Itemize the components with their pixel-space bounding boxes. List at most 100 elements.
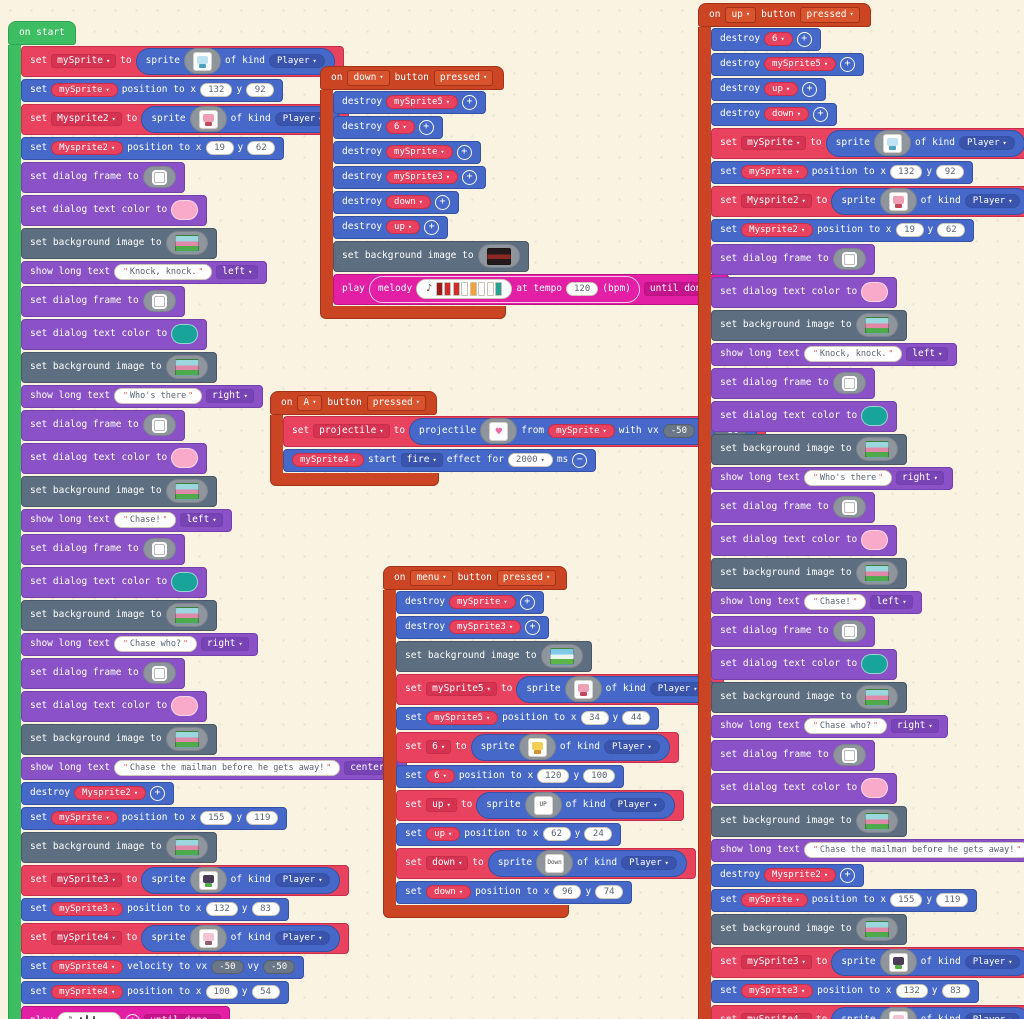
sprite-image-slot[interactable]: UP (524, 792, 562, 818)
y-pill[interactable]: 119 (936, 893, 969, 907)
variable-dropdown[interactable]: 6 ▾ (764, 32, 793, 46)
y-pill[interactable]: 100 (583, 769, 616, 783)
x-pill[interactable]: 120 (537, 769, 570, 783)
background-image-slot[interactable] (165, 603, 208, 627)
expand-plus-icon[interactable]: + (840, 56, 856, 72)
block-set-projectile[interactable]: set projectile ▾ to projectile ♥ from mySprite ▾… (283, 415, 766, 447)
block-set-dialog-text-color[interactable]: set dialog text color to (21, 318, 208, 350)
tempo-pill[interactable]: 120 (566, 282, 599, 296)
long-text-value[interactable]: " Knock, knock. " (804, 346, 903, 362)
collapse-minus-icon[interactable]: − (572, 452, 588, 468)
y-pill[interactable]: 44 (622, 711, 651, 725)
x-pill[interactable]: 132 (895, 984, 928, 998)
stack-foot[interactable] (320, 305, 506, 319)
stack-spine[interactable] (383, 589, 396, 905)
background-image-slot[interactable] (855, 917, 898, 941)
block-set-dialog-frame[interactable]: set dialog frame to (711, 491, 875, 523)
block-destroy-sprite[interactable]: destroy mySprite ▾ + (333, 140, 481, 164)
variable-dropdown[interactable]: mySprite ▾ (741, 893, 808, 907)
long-text-value[interactable]: " Chase the mailman before he gets away! " (114, 760, 341, 776)
block-set-dialog-frame[interactable]: set dialog frame to (711, 243, 875, 275)
alignment-dropdown[interactable]: left ▾ (906, 346, 949, 362)
pressed-dropdown[interactable]: pressed ▾ (433, 69, 494, 86)
block-show-long-text[interactable]: show long text " Chase! " left ▾ (711, 590, 922, 614)
variable-dropdown[interactable]: mySprite3 ▾ (741, 954, 812, 970)
projectile-image-slot[interactable]: ♥ (480, 418, 518, 444)
block-set-dialog-text-color[interactable]: set dialog text color to (21, 442, 208, 474)
long-text-value[interactable]: " Chase the mailman before he gets away! " (804, 842, 1024, 858)
block-set-background-image[interactable]: set background image to (333, 240, 529, 272)
block-set-position[interactable]: set mySprite ▾ position to x 155 y 119 (711, 888, 978, 912)
block-set-position[interactable]: set Mysprite2 ▾ position to x 19 y 62 (21, 136, 285, 160)
expand-plus-icon[interactable]: + (796, 31, 812, 47)
alignment-dropdown[interactable]: left ▾ (216, 264, 259, 280)
alignment-dropdown[interactable]: right ▾ (200, 636, 249, 652)
variable-dropdown[interactable]: mySprite5 ▾ (426, 711, 499, 725)
alignment-dropdown[interactable]: right ▾ (896, 470, 944, 486)
background-image-slot[interactable] (855, 561, 898, 585)
block-set-background-image[interactable]: set background image to (21, 831, 217, 863)
block-set-position[interactable]: set mySprite ▾ position to x 155 y 119 (21, 806, 288, 830)
block-destroy-sprite[interactable]: destroy up ▾ + (333, 215, 449, 239)
block-destroy-sprite[interactable]: destroy mySprite5 ▾ + (711, 52, 865, 76)
color-swatch[interactable] (171, 696, 199, 716)
variable-dropdown[interactable]: up ▾ (764, 82, 799, 96)
y-pill[interactable]: 62 (937, 223, 966, 237)
on-down-button-pressed[interactable]: on down ▾ button pressed ▾ destroy mySprite5 ▾ + d… (320, 65, 730, 319)
y-pill[interactable]: 74 (595, 885, 624, 899)
color-swatch[interactable] (171, 448, 199, 468)
block-destroy-sprite[interactable]: destroy 6 ▾ + (711, 27, 821, 51)
block-set-background-image[interactable]: set background image to (21, 351, 217, 383)
expand-plus-icon[interactable]: + (519, 594, 535, 610)
frame-image-slot[interactable] (832, 496, 866, 518)
block-set-velocity[interactable]: set mySprite4 ▾ velocity to vx -50 vy -50 (21, 955, 305, 979)
event-hat[interactable]: on A ▾ button pressed ▾ (270, 390, 437, 415)
long-text-value[interactable]: " Chase who? " (114, 636, 197, 652)
button-dropdown[interactable]: down ▾ (347, 69, 390, 86)
variable-dropdown[interactable]: mySprite5 ▾ (386, 95, 459, 109)
block-destroy-sprite[interactable]: destroy mySprite3 ▾ + (333, 165, 487, 189)
variable-dropdown[interactable]: up ▾ (386, 220, 421, 234)
variable-dropdown[interactable]: Mysprite2 ▾ (74, 786, 147, 800)
y-pill[interactable]: 62 (247, 141, 276, 155)
block-set-dialog-frame[interactable]: set dialog frame to (711, 739, 875, 771)
variable-dropdown[interactable]: Mysprite2 ▾ (51, 141, 124, 155)
block-show-long-text[interactable]: show long text " Chase who? " right ▾ (21, 632, 258, 656)
variable-dropdown[interactable]: up ▾ (426, 827, 461, 841)
color-swatch[interactable] (171, 324, 199, 344)
block-destroy-sprite[interactable]: destroy mySprite ▾ + (396, 590, 544, 614)
frame-image-slot[interactable] (142, 662, 176, 684)
variable-dropdown[interactable]: mySprite4▾ (741, 1012, 812, 1019)
kind-dropdown[interactable]: Player▾ (609, 798, 666, 812)
block-destroy-sprite[interactable]: destroy 6 ▾ + (333, 115, 443, 139)
block-set-dialog-frame[interactable]: set dialog frame to (711, 615, 875, 647)
expand-plus-icon[interactable]: + (462, 94, 478, 110)
stack-spine[interactable] (270, 414, 283, 473)
block-set-position[interactable]: set mySprite3 ▾ position to x 132 y 83 (21, 897, 289, 921)
block-set-position[interactable]: set mySprite4 ▾ position to x 100 y 54 (21, 980, 289, 1004)
long-text-value[interactable]: " Knock, knock. " (114, 264, 213, 280)
melody-group[interactable]: melody ♪ at tempo 120 (bpm) (368, 275, 640, 303)
variable-dropdown[interactable]: 6 ▾ (426, 769, 455, 783)
variable-dropdown[interactable]: mySprite ▾ (51, 53, 117, 69)
sprite-reporter[interactable]: sprite Down of kind Player ▾ (487, 849, 687, 877)
sprite-image-slot[interactable] (189, 867, 227, 893)
x-pill[interactable]: 96 (553, 885, 582, 899)
pressed-dropdown[interactable]: pressed ▾ (496, 569, 557, 586)
block-destroy-sprite[interactable]: destroy mySprite3 ▾ + (396, 615, 550, 639)
sprite-image-slot[interactable] (879, 949, 917, 975)
variable-dropdown[interactable]: mySprite4▾ (292, 453, 364, 467)
block-set-sprite[interactable]: set up ▾ to sprite UP of kind Player ▾ (396, 789, 685, 821)
variable-dropdown[interactable]: 6 ▾ (386, 120, 415, 134)
background-image-slot[interactable] (477, 244, 520, 268)
block-set-background-image[interactable]: set background image to (21, 599, 217, 631)
block-show-long-text[interactable]: show long text " Knock, knock. " left ▾ (21, 260, 268, 284)
frame-image-slot[interactable] (142, 166, 176, 188)
duration-pill[interactable]: 2000 ▾ (507, 453, 553, 467)
